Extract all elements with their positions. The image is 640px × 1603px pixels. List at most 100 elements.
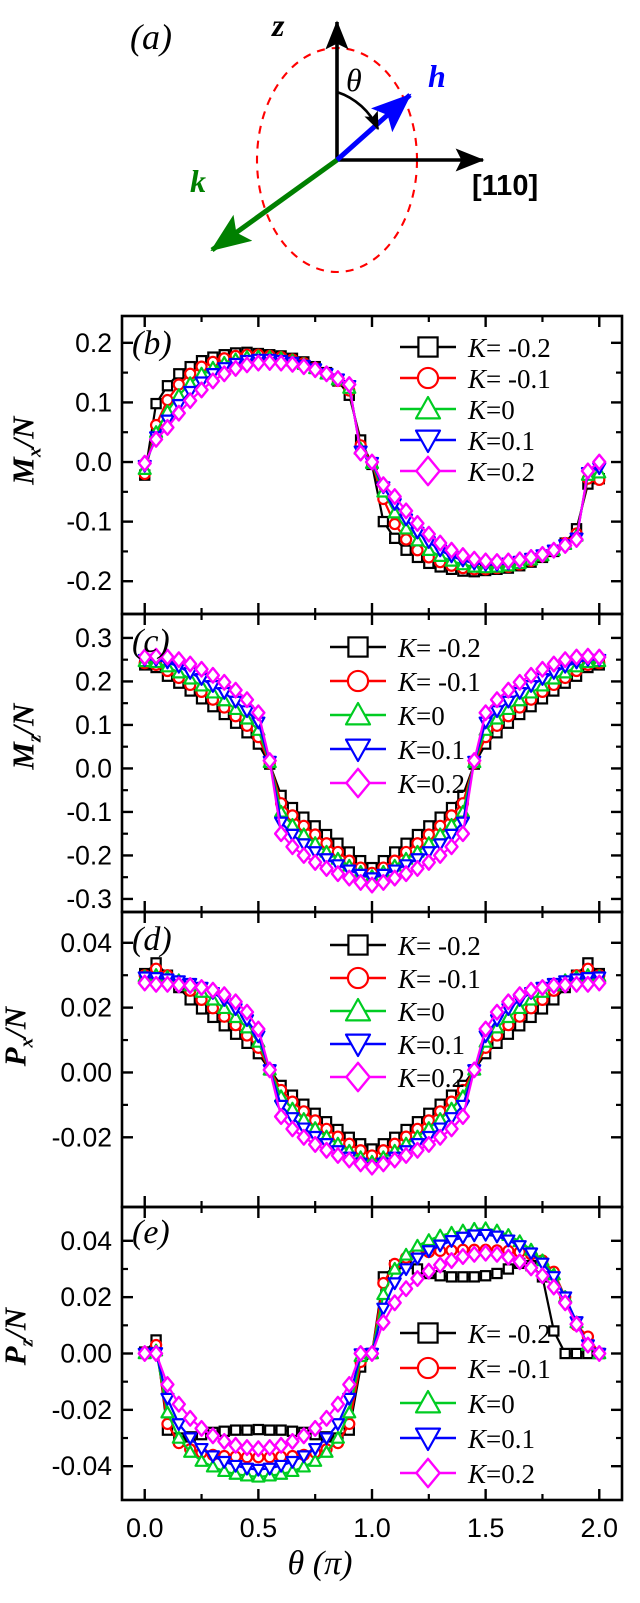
marker-diamond	[523, 666, 539, 684]
marker-diamond	[217, 673, 232, 691]
marker-diamond	[353, 1345, 368, 1362]
marker-diamond	[364, 876, 380, 894]
marker-diamond	[364, 1158, 380, 1176]
panel-letter: (d)	[132, 921, 172, 958]
marker-diamond	[410, 1270, 425, 1288]
marker-diamond	[569, 531, 584, 548]
marker-diamond	[137, 1345, 152, 1362]
marker-diamond	[512, 986, 527, 1004]
marker-diamond	[330, 1395, 346, 1413]
marker-circle	[416, 366, 440, 390]
marker-square	[417, 1322, 439, 1344]
marker-diamond	[387, 869, 402, 887]
marker-square	[389, 532, 401, 545]
legend-label-value: = -0.2	[486, 333, 551, 363]
marker-circle	[416, 1356, 440, 1380]
legend-label-value: =0	[486, 395, 515, 425]
marker-diamond	[228, 359, 243, 377]
marker-diamond	[160, 975, 175, 993]
marker-diamond	[569, 1315, 584, 1333]
marker-diamond	[205, 981, 221, 999]
marker-square	[417, 336, 439, 358]
marker-triangle-down	[285, 828, 300, 842]
legend-label-value: =0.1	[416, 735, 465, 765]
marker-triangle-down	[444, 1235, 459, 1248]
marker-diamond	[342, 1376, 357, 1393]
y-tick-label: -0.3	[66, 884, 112, 914]
y-tick-label: 0.0	[75, 753, 112, 783]
marker-diamond	[376, 476, 391, 494]
panel-b: 0.20.10.0-0.1-0.2(b) K= -0.2K= -0.1K=0K=0…	[66, 314, 624, 616]
marker-square	[252, 1423, 265, 1436]
marker-diamond	[421, 525, 436, 543]
ylabel-e-suffix: /N	[0, 1307, 33, 1339]
legend-label-k: K	[397, 667, 418, 697]
marker-diamond	[478, 552, 493, 570]
marker-triangle-up	[398, 521, 414, 535]
marker-triangle-up	[489, 711, 505, 725]
marker-diamond	[183, 392, 198, 410]
marker-triangle-up	[387, 505, 402, 519]
panel-e: 0.040.020.00-0.02-0.04(e)K= -0.2K= -0.1K…	[52, 1205, 624, 1502]
marker-diamond	[160, 648, 175, 666]
marker-triangle-down	[319, 853, 334, 867]
ylabel-d-suffix: /N	[0, 1006, 33, 1038]
legend-label-value: = -0.1	[486, 1354, 551, 1384]
x-tick-labels: 0.0 0.5 1.0 1.5 2.0	[126, 1513, 618, 1543]
marker-triangle-down	[512, 1240, 527, 1253]
legend-label-k: K	[467, 1319, 488, 1349]
marker-diamond	[558, 1294, 573, 1312]
marker-triangle-up	[414, 1389, 442, 1414]
y-tick-label: 0.0	[75, 447, 112, 477]
theta-arc	[336, 90, 380, 131]
marker-diamond	[308, 1135, 323, 1153]
marker-diamond	[376, 1155, 391, 1173]
marker-square	[479, 1270, 492, 1282]
legend-label: K=0.1	[397, 735, 465, 765]
marker-diamond	[501, 1248, 516, 1266]
marker-triangle-up	[512, 1001, 527, 1015]
legend-label-value: =0	[486, 1389, 515, 1419]
marker-square	[570, 1347, 583, 1360]
marker-diamond	[455, 825, 471, 843]
x-tick-label: 2.0	[580, 1513, 618, 1543]
marker-diamond	[546, 655, 561, 673]
marker-diamond	[410, 860, 425, 877]
marker-diamond	[330, 1146, 346, 1164]
marker-triangle-up	[344, 701, 372, 726]
legend-label-k: K	[397, 633, 418, 663]
y-tick-label: -0.2	[66, 566, 112, 596]
marker-square	[173, 368, 185, 380]
marker-square	[347, 636, 369, 658]
marker-triangle-down	[308, 846, 323, 860]
legend-label-value: = -0.1	[416, 667, 481, 697]
marker-diamond	[501, 552, 516, 570]
marker-diamond	[228, 993, 243, 1011]
marker-triangle-up	[217, 1001, 232, 1015]
marker-diamond	[308, 1419, 323, 1437]
marker-triangle-up	[308, 1454, 323, 1467]
y-tick-label: -0.1	[66, 797, 112, 827]
marker-diamond	[546, 977, 561, 995]
marker-diamond	[137, 454, 152, 472]
legend-label: K= -0.1	[397, 667, 481, 697]
legend-label-k: K	[467, 457, 488, 487]
marker-diamond	[183, 977, 198, 995]
marker-diamond	[535, 979, 550, 997]
marker-diamond	[228, 681, 243, 699]
marker-square	[400, 544, 412, 556]
marker-triangle-up	[239, 711, 255, 725]
marker-square	[161, 380, 174, 392]
marker-diamond	[444, 541, 459, 559]
legend-label-value: =0	[416, 701, 445, 731]
marker-diamond	[467, 1061, 482, 1079]
marker-diamond	[398, 865, 414, 883]
marker-triangle-down	[421, 1245, 436, 1259]
ylabel-b: Mx/N	[5, 381, 46, 521]
marker-triangle-down	[478, 1228, 493, 1242]
marker-triangle-up	[410, 533, 425, 547]
marker-diamond	[455, 1248, 471, 1266]
marker-diamond	[285, 1120, 300, 1138]
legend-label: K= -0.2	[467, 1319, 551, 1349]
legend-label-value: =0.1	[486, 426, 535, 456]
